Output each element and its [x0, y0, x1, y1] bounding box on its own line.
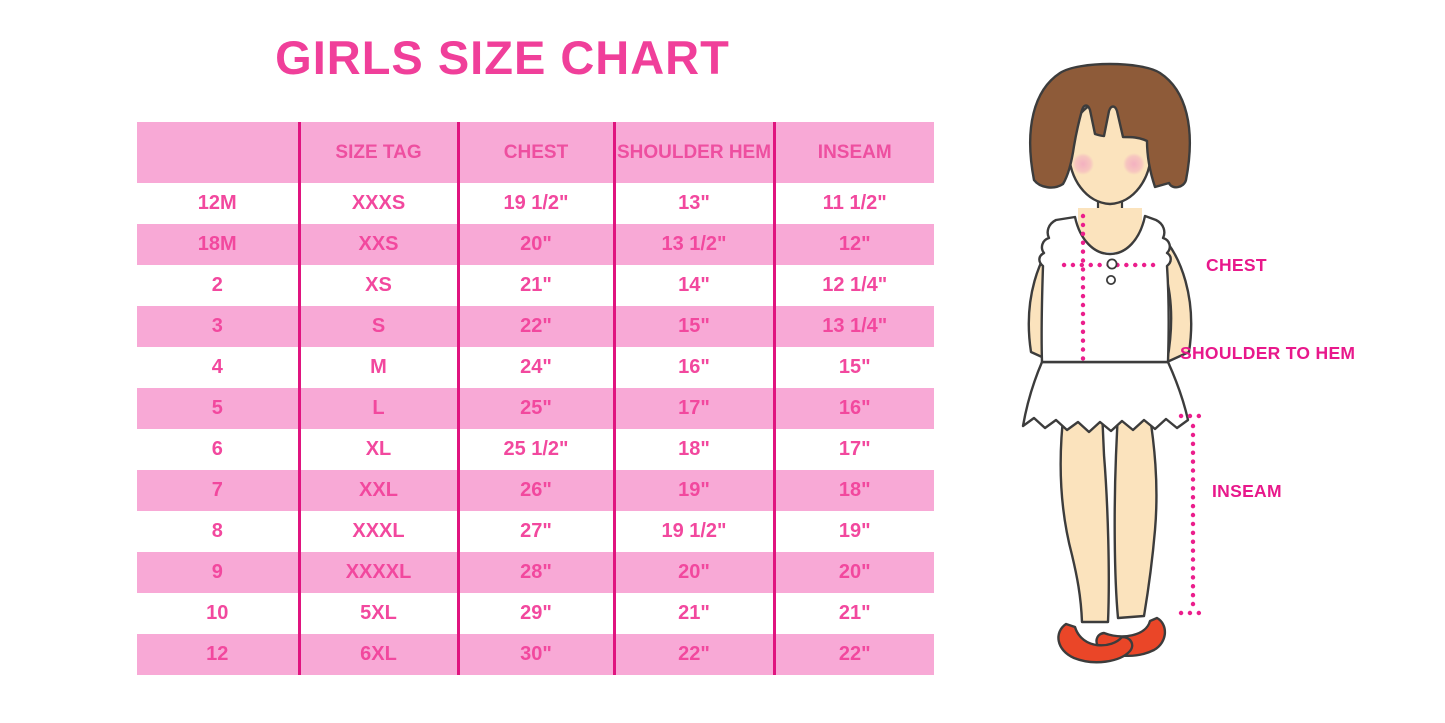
cell-chest: 25": [456, 388, 614, 429]
page-title: GIRLS SIZE CHART: [275, 31, 730, 84]
cell-size-tag: XS: [297, 265, 458, 306]
table-row: 5 L 25" 17" 16": [137, 388, 934, 429]
cell-size-tag: XXXL: [297, 511, 458, 552]
cell-size-tag: XXS: [297, 224, 458, 265]
cell-size: 5: [137, 388, 299, 429]
hair: [1028, 62, 1192, 189]
cell-inseam: 18": [772, 470, 934, 511]
cell-inseam: 21": [772, 593, 934, 634]
table-row: 2 XS 21" 14" 12 1/4": [137, 265, 934, 306]
cell-shoulder-hem: 13": [612, 183, 774, 224]
cell-shoulder-hem: 20": [612, 552, 774, 593]
cell-inseam: 22": [772, 634, 934, 675]
cell-chest: 20": [456, 224, 614, 265]
col-header-size-tag: SIZE TAG: [297, 122, 458, 183]
cell-size-tag: 5XL: [297, 593, 458, 634]
cell-chest: 26": [456, 470, 614, 511]
col-header-inseam: INSEAM: [772, 122, 934, 183]
cell-inseam: 12": [772, 224, 934, 265]
cell-size-tag: XXL: [297, 470, 458, 511]
col-header-shoulder-hem: SHOULDER HEM: [612, 122, 774, 183]
cell-inseam: 13 1/4": [772, 306, 934, 347]
cell-size: 9: [137, 552, 299, 593]
cell-size-tag: XXXXL: [297, 552, 458, 593]
table-row: 8 XXXL 27" 19 1/2" 19": [137, 511, 934, 552]
bodice: [1038, 214, 1172, 364]
cell-shoulder-hem: 19": [612, 470, 774, 511]
cell-shoulder-hem: 15": [612, 306, 774, 347]
cell-size-tag: L: [297, 388, 458, 429]
skirt: [1021, 360, 1190, 434]
girl-figure-drawing: [1021, 62, 1210, 664]
cell-inseam: 12 1/4": [772, 265, 934, 306]
table-row: 10 5XL 29" 21" 21": [137, 593, 934, 634]
cell-shoulder-hem: 22": [612, 634, 774, 675]
girl-measurement-illustration: [1000, 50, 1445, 690]
legs: [1059, 408, 1158, 624]
cell-size-tag: XXXS: [297, 183, 458, 224]
col-header-chest: CHEST: [456, 122, 614, 183]
cell-inseam: 19": [772, 511, 934, 552]
cell-size: 2: [137, 265, 299, 306]
cell-shoulder-hem: 19 1/2": [612, 511, 774, 552]
cell-chest: 30": [456, 634, 614, 675]
cell-chest: 28": [456, 552, 614, 593]
cell-chest: 21": [456, 265, 614, 306]
cell-size: 18M: [137, 224, 299, 265]
table-row: 6 XL 25 1/2" 18" 17": [137, 429, 934, 470]
cell-shoulder-hem: 17": [612, 388, 774, 429]
chest-label: CHEST: [1206, 255, 1267, 275]
cell-shoulder-hem: 14": [612, 265, 774, 306]
cell-inseam: 11 1/2": [772, 183, 934, 224]
cell-size: 10: [137, 593, 299, 634]
red-shoes: [1057, 616, 1167, 664]
cell-size-tag: M: [297, 347, 458, 388]
cell-size: 12M: [137, 183, 299, 224]
table-row: 18M XXS 20" 13 1/2" 12": [137, 224, 934, 265]
cell-size: 7: [137, 470, 299, 511]
table-row: 12 6XL 30" 22" 22": [137, 634, 934, 675]
cell-chest: 29": [456, 593, 614, 634]
cell-chest: 24": [456, 347, 614, 388]
cell-size: 8: [137, 511, 299, 552]
table-row: 3 S 22" 15" 13 1/4": [137, 306, 934, 347]
table-row: 9 XXXXL 28" 20" 20": [137, 552, 934, 593]
cell-shoulder-hem: 16": [612, 347, 774, 388]
cell-size-tag: 6XL: [297, 634, 458, 675]
cell-shoulder-hem: 13 1/2": [612, 224, 774, 265]
cell-shoulder-hem: 21": [612, 593, 774, 634]
cell-size-tag: S: [297, 306, 458, 347]
cell-shoulder-hem: 18": [612, 429, 774, 470]
cell-chest: 19 1/2": [456, 183, 614, 224]
cell-size-tag: XL: [297, 429, 458, 470]
cell-size: 12: [137, 634, 299, 675]
cell-inseam: 20": [772, 552, 934, 593]
cell-inseam: 17": [772, 429, 934, 470]
cell-size: 4: [137, 347, 299, 388]
table-row: 7 XXL 26" 19" 18": [137, 470, 934, 511]
cell-chest: 25 1/2": [456, 429, 614, 470]
table-row: 12M XXXS 19 1/2" 13" 11 1/2": [137, 183, 934, 224]
girls-size-table: SIZE TAG CHEST SHOULDER HEM INSEAM 12M X…: [137, 122, 934, 675]
cheeks: [1072, 153, 1145, 175]
cell-size: 3: [137, 306, 299, 347]
table-row: 4 M 24" 16" 15": [137, 347, 934, 388]
cell-inseam: 15": [772, 347, 934, 388]
col-header-size: [137, 122, 299, 183]
cell-inseam: 16": [772, 388, 934, 429]
cell-chest: 27": [456, 511, 614, 552]
buttons: [1106, 258, 1118, 285]
header-row: SIZE TAG CHEST SHOULDER HEM INSEAM: [137, 122, 934, 183]
inseam-label: INSEAM: [1212, 481, 1282, 501]
cell-chest: 22": [456, 306, 614, 347]
cell-size: 6: [137, 429, 299, 470]
shoulder-to-hem-label: SHOULDER TO HEM: [1180, 343, 1356, 363]
